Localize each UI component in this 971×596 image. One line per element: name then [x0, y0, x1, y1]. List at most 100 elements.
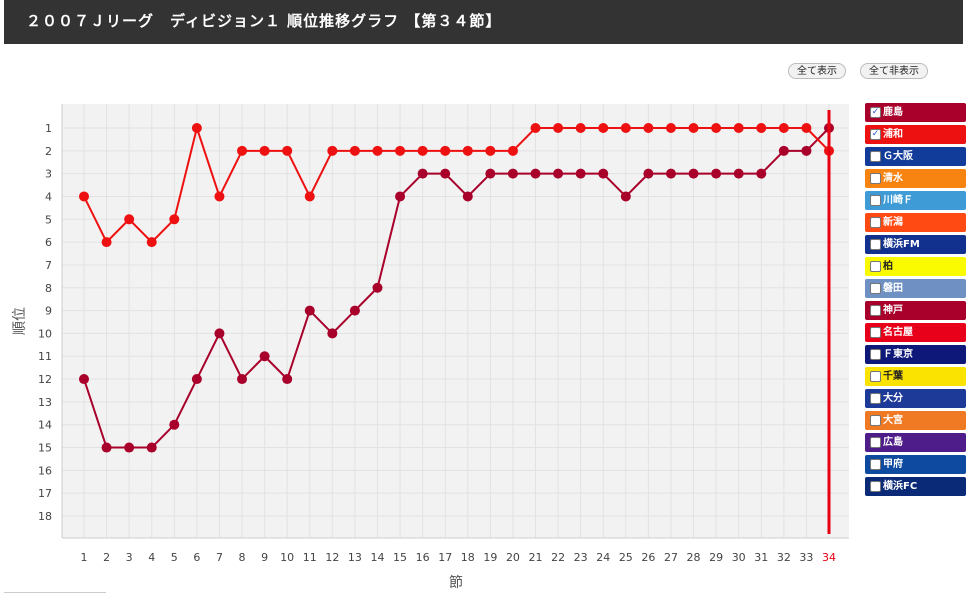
legend-item[interactable]: 名古屋	[865, 323, 966, 343]
data-point[interactable]	[327, 328, 338, 339]
data-point[interactable]	[801, 123, 812, 133]
legend-checkbox[interactable]	[870, 349, 881, 361]
legend-checkbox[interactable]	[870, 393, 881, 405]
legend-item[interactable]: 大宮	[865, 411, 966, 431]
data-point[interactable]	[101, 442, 112, 453]
data-point[interactable]	[598, 123, 609, 133]
legend-item[interactable]: 磐田	[865, 279, 966, 299]
legend-checkbox[interactable]	[870, 195, 881, 207]
data-point[interactable]	[372, 282, 383, 293]
data-point[interactable]	[169, 419, 180, 430]
data-point[interactable]	[417, 168, 428, 179]
legend-checkbox[interactable]	[870, 283, 881, 295]
data-point[interactable]	[304, 191, 315, 202]
legend-item[interactable]: Ｆ東京	[865, 345, 966, 365]
data-point[interactable]	[146, 237, 157, 248]
data-point[interactable]	[507, 145, 518, 156]
data-point[interactable]	[485, 168, 496, 179]
data-point[interactable]	[733, 168, 744, 179]
data-point[interactable]	[620, 123, 631, 133]
legend-checkbox[interactable]	[870, 305, 881, 317]
data-point[interactable]	[327, 145, 338, 156]
legend-checkbox[interactable]	[870, 217, 881, 229]
legend-item[interactable]: ✓ 浦和	[865, 125, 966, 145]
data-point[interactable]	[79, 191, 89, 202]
data-point[interactable]	[553, 168, 564, 179]
data-point[interactable]	[124, 214, 135, 225]
legend-item[interactable]: 千葉	[865, 367, 966, 387]
data-point[interactable]	[530, 123, 541, 133]
data-point[interactable]	[733, 123, 744, 133]
data-point[interactable]	[124, 442, 135, 453]
data-point[interactable]	[643, 123, 654, 133]
legend-checkbox[interactable]: ✓	[870, 129, 881, 141]
data-point[interactable]	[395, 145, 406, 156]
data-point[interactable]	[237, 145, 248, 156]
legend-item[interactable]: 川崎Ｆ	[865, 191, 966, 211]
legend-item[interactable]: 神戸	[865, 301, 966, 321]
data-point[interactable]	[259, 145, 270, 156]
legend-item[interactable]: 広島	[865, 433, 966, 453]
data-point[interactable]	[462, 191, 473, 202]
data-point[interactable]	[349, 305, 360, 316]
data-point[interactable]	[191, 374, 202, 385]
legend-checkbox[interactable]	[870, 239, 881, 251]
data-point[interactable]	[440, 168, 451, 179]
data-point[interactable]	[169, 214, 180, 225]
legend-checkbox[interactable]	[870, 151, 881, 163]
data-point[interactable]	[282, 374, 293, 385]
data-point[interactable]	[304, 305, 315, 316]
data-point[interactable]	[259, 351, 270, 362]
data-point[interactable]	[462, 145, 473, 156]
data-point[interactable]	[688, 123, 699, 133]
data-point[interactable]	[756, 168, 767, 179]
data-point[interactable]	[575, 168, 586, 179]
show-all-button[interactable]: 全て表示	[788, 63, 846, 79]
data-point[interactable]	[665, 123, 676, 133]
data-point[interactable]	[349, 145, 360, 156]
legend-item[interactable]: 清水	[865, 169, 966, 189]
data-point[interactable]	[191, 123, 202, 133]
legend-checkbox[interactable]	[870, 327, 881, 339]
legend-item[interactable]: Ｇ大阪	[865, 147, 966, 167]
data-point[interactable]	[214, 191, 225, 202]
data-point[interactable]	[665, 168, 676, 179]
legend-checkbox[interactable]	[870, 437, 881, 449]
data-point[interactable]	[598, 168, 609, 179]
data-point[interactable]	[711, 168, 722, 179]
data-point[interactable]	[553, 123, 564, 133]
data-point[interactable]	[778, 123, 789, 133]
data-point[interactable]	[237, 374, 248, 385]
data-point[interactable]	[440, 145, 451, 156]
data-point[interactable]	[643, 168, 654, 179]
legend-checkbox[interactable]: ✓	[870, 107, 881, 118]
data-point[interactable]	[214, 328, 225, 339]
data-point[interactable]	[575, 123, 586, 133]
legend-item[interactable]: 横浜FC	[865, 477, 966, 497]
legend-item[interactable]: 大分	[865, 389, 966, 409]
hide-all-button[interactable]: 全て非表示	[860, 63, 928, 79]
data-point[interactable]	[711, 123, 722, 133]
legend-checkbox[interactable]	[870, 459, 881, 471]
legend-checkbox[interactable]	[870, 481, 881, 493]
legend-item[interactable]: 新潟	[865, 213, 966, 233]
data-point[interactable]	[801, 145, 812, 156]
data-point[interactable]	[507, 168, 518, 179]
legend-item[interactable]: 横浜FM	[865, 235, 966, 255]
legend-item[interactable]: 柏	[865, 257, 966, 277]
data-point[interactable]	[778, 145, 789, 156]
data-point[interactable]	[756, 123, 767, 133]
legend-checkbox[interactable]	[870, 261, 881, 273]
data-point[interactable]	[101, 237, 112, 248]
legend-item[interactable]: ✓ 鹿島	[865, 103, 966, 122]
data-point[interactable]	[395, 191, 406, 202]
data-point[interactable]	[688, 168, 699, 179]
data-point[interactable]	[146, 442, 157, 453]
data-point[interactable]	[282, 145, 293, 156]
legend-checkbox[interactable]	[870, 371, 881, 383]
data-point[interactable]	[417, 145, 428, 156]
legend-checkbox[interactable]	[870, 173, 881, 185]
legend-item[interactable]: 甲府	[865, 455, 966, 475]
legend-checkbox[interactable]	[870, 415, 881, 427]
data-point[interactable]	[530, 168, 541, 179]
